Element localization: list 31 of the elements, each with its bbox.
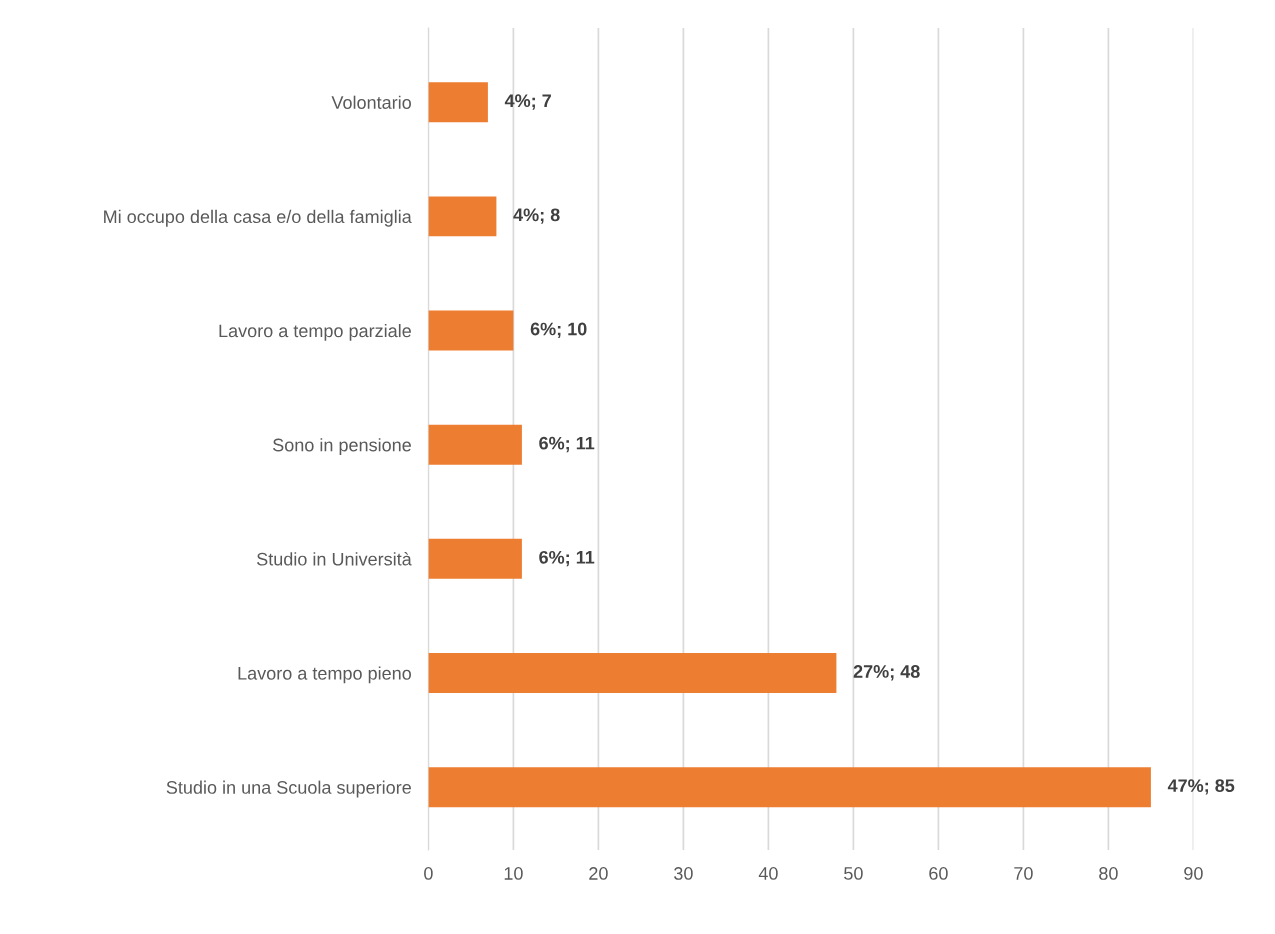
x-tick-label: 50 — [844, 867, 863, 880]
y-tick-label: Mi occupo della casa e/o della famiglia — [104, 209, 412, 227]
data-label: 6%; 10 — [530, 322, 587, 338]
y-tick-label: Lavoro a tempo parziale — [219, 323, 411, 341]
data-label: 6%; 11 — [539, 550, 595, 567]
y-tick-label: Lavoro a tempo pieno — [238, 666, 411, 684]
x-tick-label: 10 — [504, 867, 523, 880]
y-tick-label: Sono in pensione — [273, 438, 411, 455]
bar — [428, 653, 837, 693]
bar — [428, 196, 497, 237]
y-tick-label: Studio in una Scuola superiore — [166, 780, 411, 798]
data-label: 47%; 85 — [1167, 779, 1235, 795]
bar — [428, 767, 1151, 808]
y-tick-label: Studio in Università — [257, 552, 412, 566]
x-tick-label: 60 — [929, 867, 948, 880]
bar — [428, 310, 514, 351]
x-tick-label: 80 — [1099, 867, 1118, 880]
data-label: 27%; 48 — [853, 665, 920, 681]
x-tick-label: 20 — [589, 867, 608, 880]
x-tick-label: 0 — [424, 867, 433, 880]
x-tick-label: 90 — [1184, 867, 1203, 880]
data-label: 4%; 7 — [504, 94, 551, 110]
bar — [428, 424, 522, 465]
x-tick-label: 70 — [1014, 867, 1033, 880]
data-label: 4%; 8 — [513, 208, 560, 224]
y-tick-label: Volontario — [331, 95, 411, 109]
bar — [428, 538, 522, 579]
x-tick-label: 40 — [758, 867, 778, 880]
bar — [428, 82, 488, 123]
x-tick-label: 30 — [674, 867, 693, 880]
data-label: 6%; 11 — [539, 436, 595, 453]
